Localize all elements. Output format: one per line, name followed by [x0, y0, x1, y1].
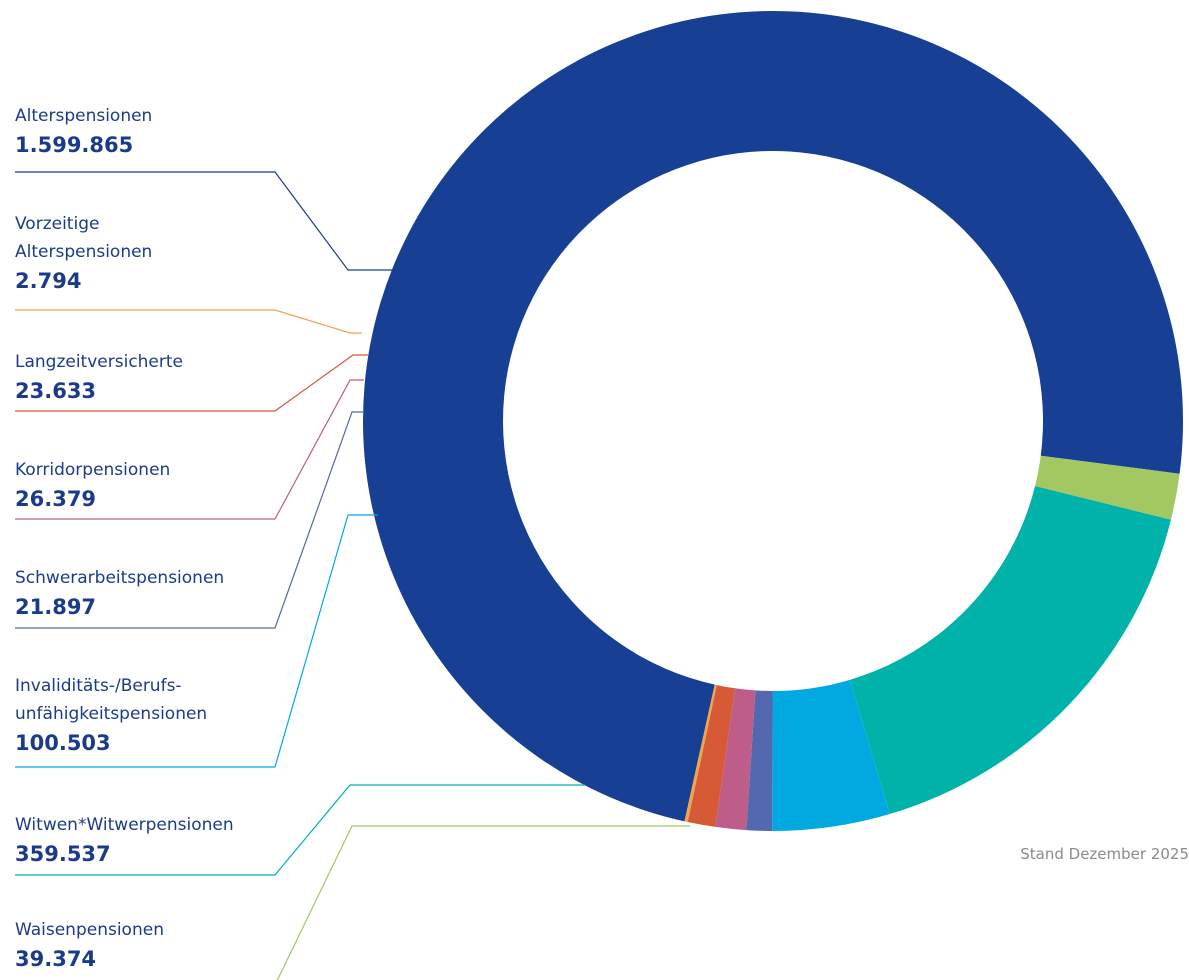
label-name: Schwerarbeitspensionen — [15, 568, 225, 588]
label-value: 359.537 — [15, 842, 111, 866]
slice-2 — [687, 685, 735, 827]
donut-slices — [363, 10, 1183, 831]
label-name: Invaliditäts-/Berufs- unfähigkeitspensio… — [15, 676, 208, 724]
label-name: Korridorpensionen — [15, 460, 171, 480]
slice-3 — [715, 688, 756, 831]
label-value: 1.599.865 — [15, 133, 134, 157]
label-invaliditaets-berufsunfaehigkeitspensionen: Invaliditäts-/Berufs- unfähigkeitspensio… — [15, 672, 207, 758]
slice-0 — [363, 10, 1183, 822]
label-name: Langzeitversicherte — [15, 352, 184, 372]
leader-line-6 — [15, 784, 585, 876]
label-schwerarbeitspensionen: Schwerarbeitspensionen 21.897 — [15, 564, 224, 622]
label-value: 21.897 — [15, 595, 97, 619]
slice-1 — [684, 684, 717, 823]
slice-6 — [849, 485, 1171, 815]
leader-line-1 — [15, 309, 362, 334]
slice-7 — [1035, 455, 1180, 520]
label-value: 23.633 — [15, 379, 97, 403]
slice-4 — [746, 690, 773, 831]
label-name: Alterspensionen — [15, 106, 153, 126]
label-value: 26.379 — [15, 487, 97, 511]
label-waisenpensionen: Waisenpensionen 39.374 — [15, 916, 164, 974]
leader-line-5 — [15, 514, 378, 768]
label-langzeitversicherte: Langzeitversicherte 23.633 — [15, 348, 183, 406]
label-value: 2.794 — [15, 269, 82, 293]
slice-5 — [772, 679, 890, 831]
label-alterspensionen: Alterspensionen 1.599.865 — [15, 102, 152, 160]
leader-line-0 — [15, 171, 393, 271]
leader-line-7 — [276, 825, 690, 980]
leader-line-4 — [15, 411, 364, 629]
label-value: 39.374 — [15, 947, 97, 971]
label-name: Witwen*Witwerpensionen — [15, 815, 234, 835]
label-witwen-witwerpensionen: Witwen*Witwerpensionen 359.537 — [15, 811, 234, 869]
label-korridorpensionen: Korridorpensionen 26.379 — [15, 456, 170, 514]
leader-line-2 — [15, 354, 368, 412]
label-name: Vorzeitige Alterspensionen — [15, 214, 153, 262]
leader-lines — [15, 171, 690, 980]
source-note: Stand Dezember 2025 — [1020, 845, 1189, 863]
leader-line-3 — [15, 379, 364, 520]
label-value: 100.503 — [15, 731, 111, 755]
label-name: Waisenpensionen — [15, 920, 164, 940]
label-vorzeitige-alterspensionen: Vorzeitige Alterspensionen 2.794 — [15, 210, 152, 296]
